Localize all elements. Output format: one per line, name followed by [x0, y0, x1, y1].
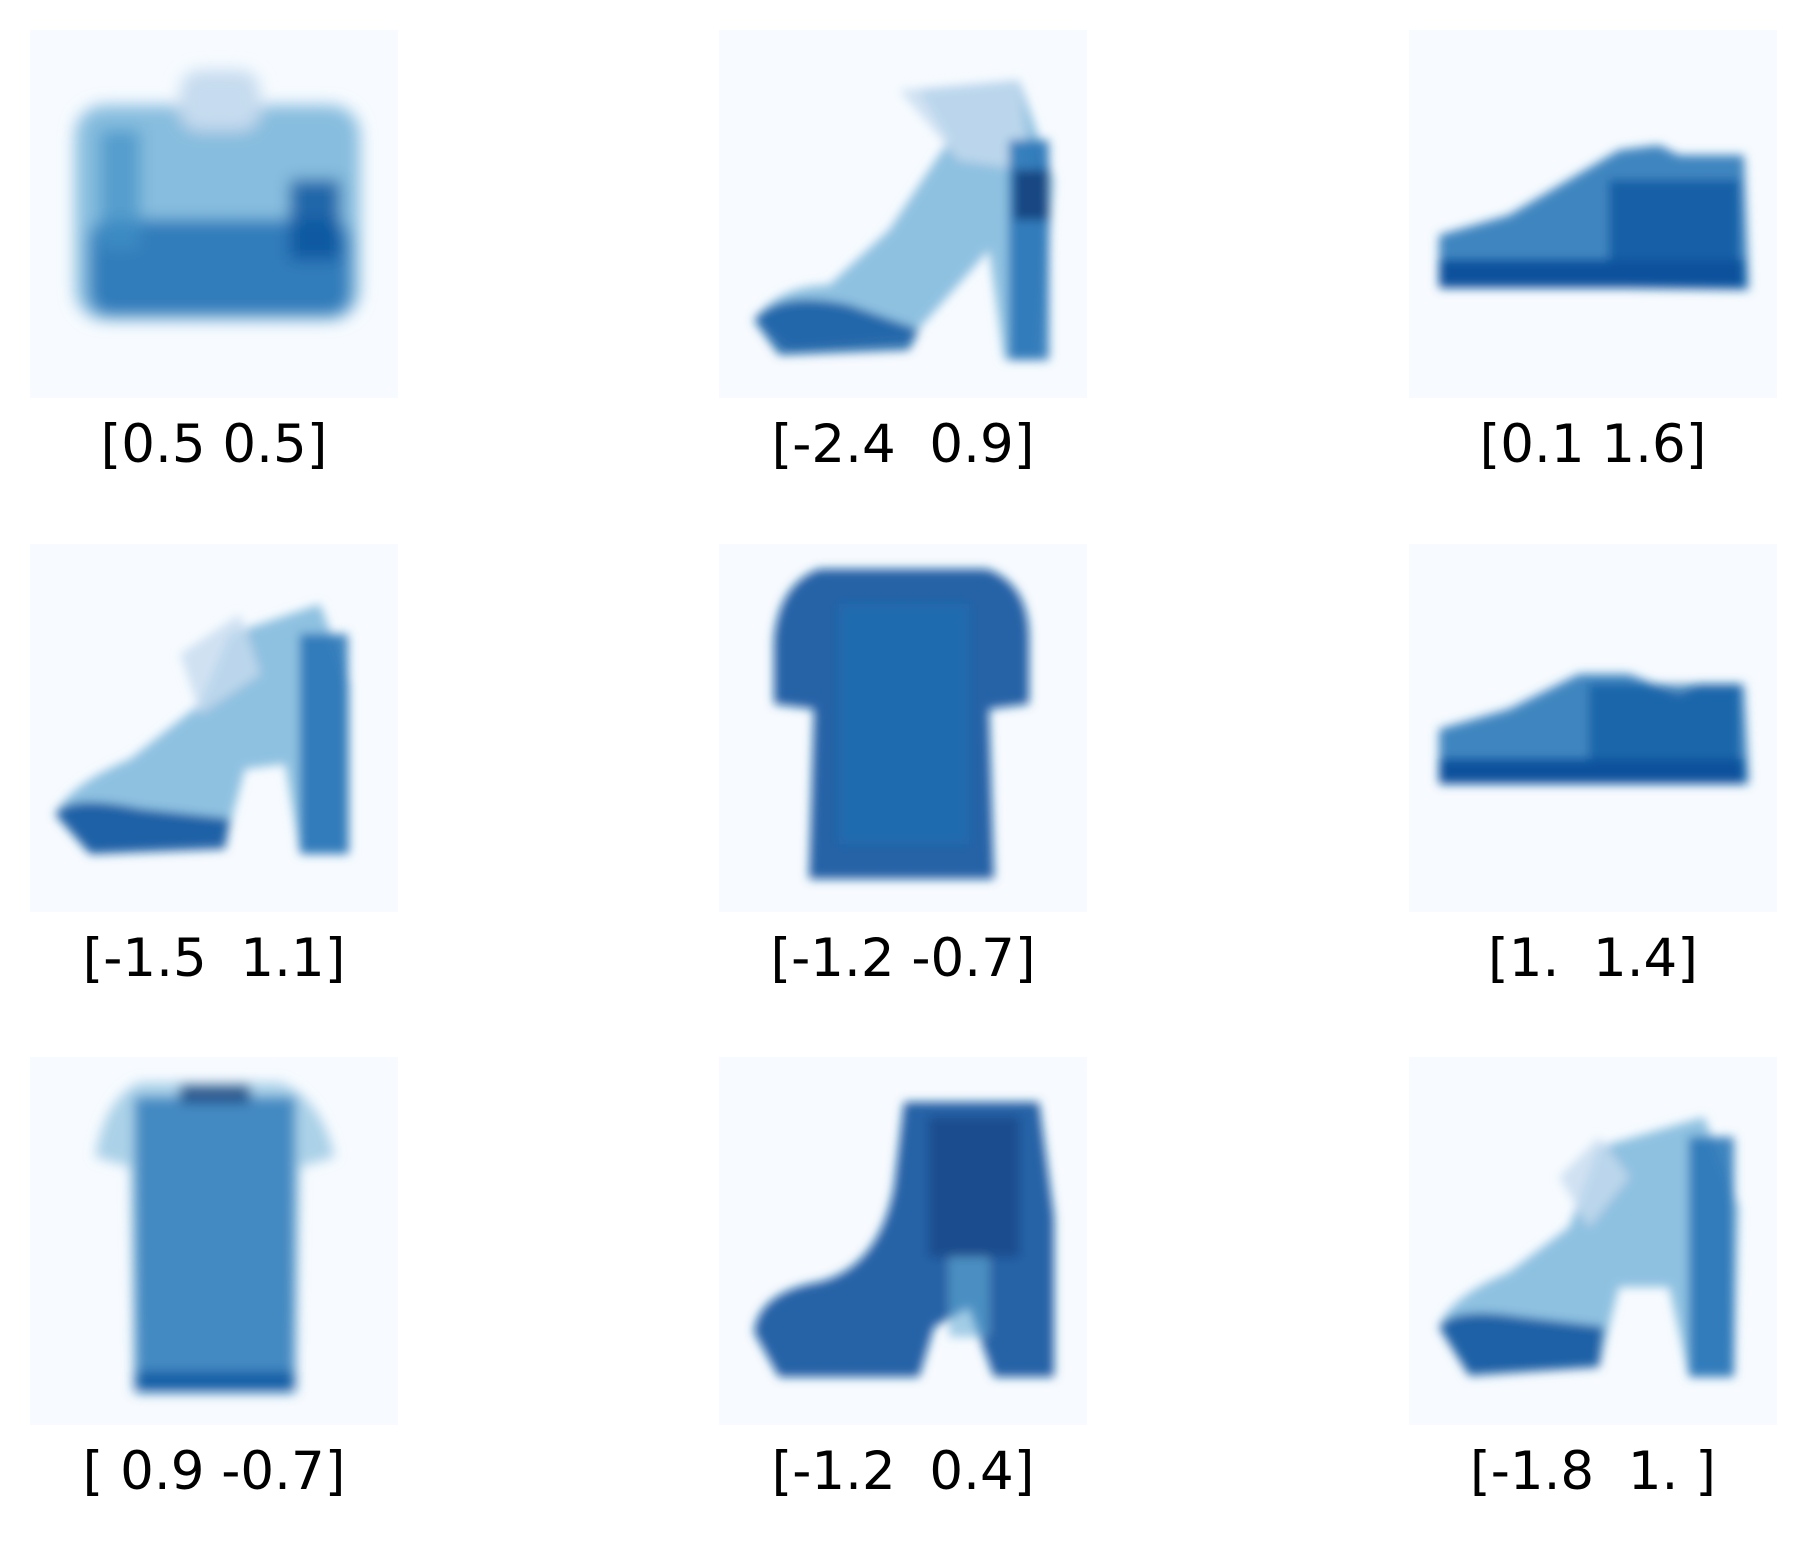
panel-2: [-2.4 0.9]	[719, 30, 1087, 530]
panel-8: [-1.2 0.4]	[719, 1057, 1087, 1557]
sneaker-image	[1409, 30, 1777, 398]
latent-label: [-1.8 1. ]	[1470, 1441, 1716, 1502]
latent-label: [1. 1.4]	[1488, 928, 1698, 989]
panel-7: [ 0.9 -0.7]	[30, 1057, 398, 1557]
tshirt-image	[30, 1057, 398, 1425]
latent-label: [0.1 1.6]	[1479, 414, 1707, 475]
panel-1: [0.5 0.5]	[30, 30, 398, 530]
sandal-image	[30, 544, 398, 912]
panel-4: [-1.5 1.1]	[30, 544, 398, 1044]
handbag-image	[30, 30, 398, 398]
latent-label: [-1.2 -0.7]	[770, 928, 1036, 989]
panel-9: [-1.8 1. ]	[1409, 1057, 1777, 1557]
latent-label: [-1.5 1.1]	[82, 928, 346, 989]
panel-5: [-1.2 -0.7]	[719, 544, 1087, 1044]
panel-6: [1. 1.4]	[1409, 544, 1777, 1044]
ankle-boot-image	[719, 1057, 1087, 1425]
latent-label: [ 0.9 -0.7]	[82, 1441, 346, 1502]
latent-label: [-1.2 0.4]	[771, 1441, 1035, 1502]
sandal-image	[1409, 1057, 1777, 1425]
sneaker-image	[1409, 544, 1777, 912]
sandal-image	[719, 30, 1087, 398]
latent-label: [-2.4 0.9]	[771, 414, 1035, 475]
latent-label: [0.5 0.5]	[100, 414, 328, 475]
panel-3: [0.1 1.6]	[1409, 30, 1777, 530]
tshirt-image	[719, 544, 1087, 912]
